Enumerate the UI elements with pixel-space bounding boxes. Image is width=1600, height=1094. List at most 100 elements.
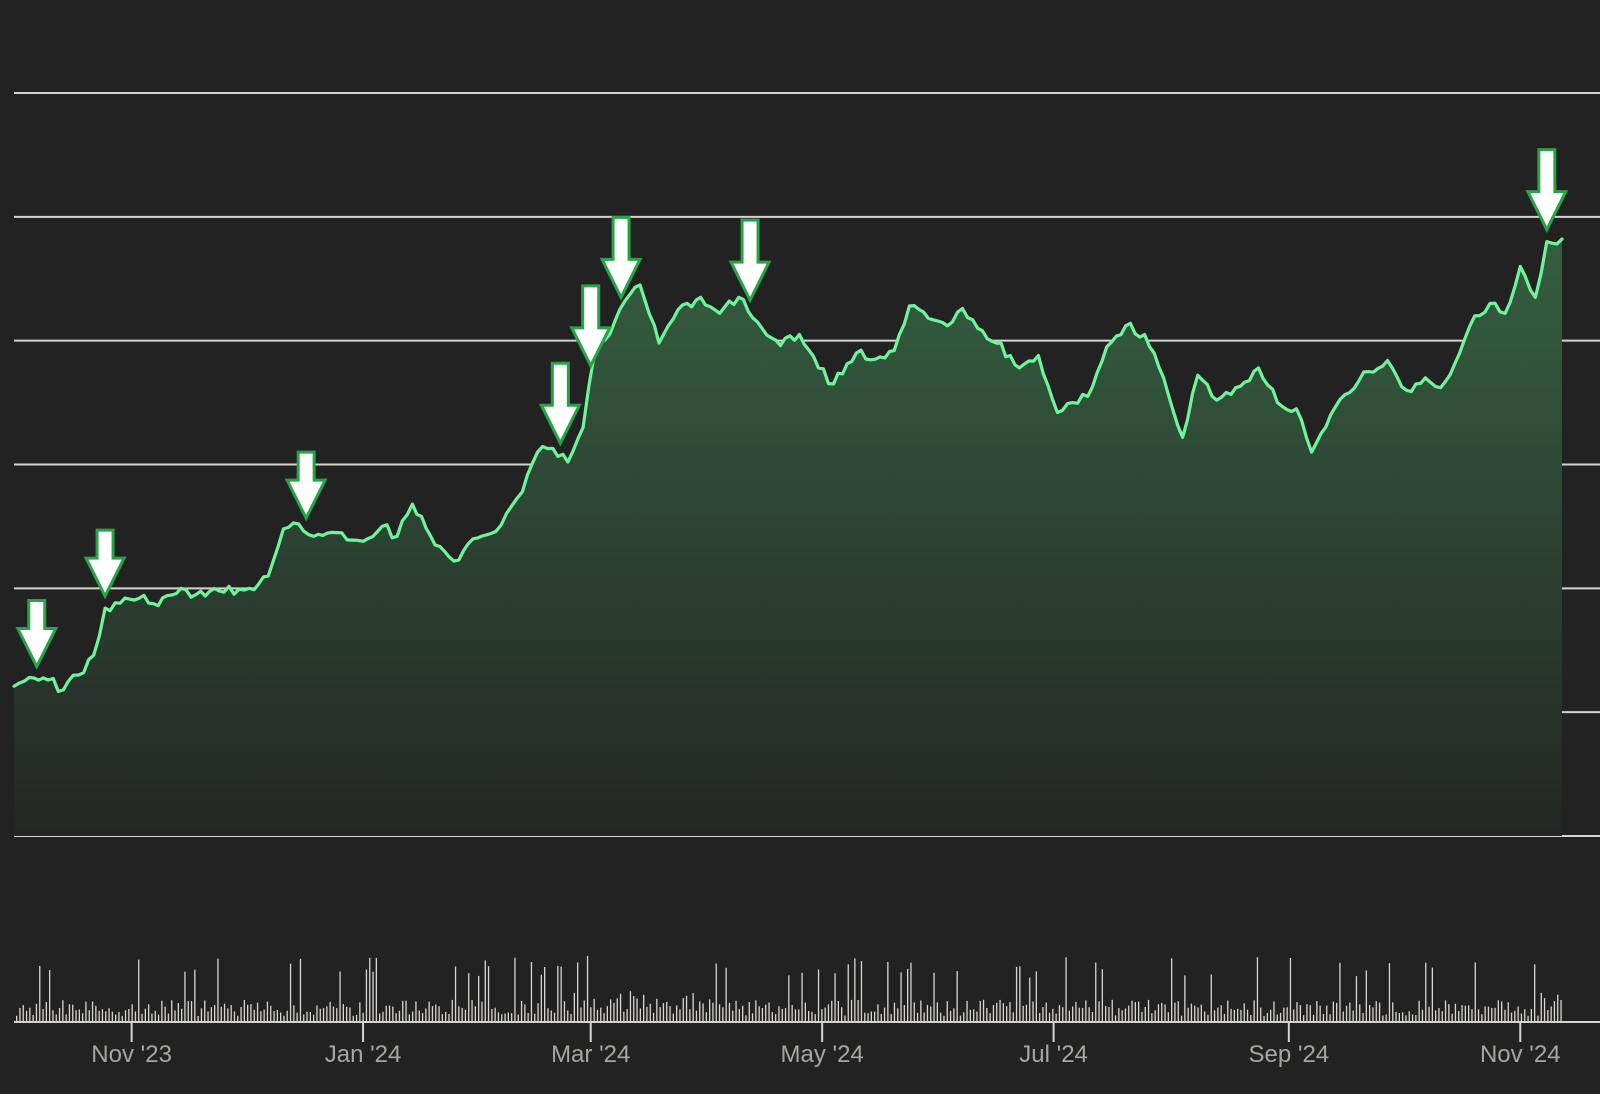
volume-bar xyxy=(1210,974,1212,1022)
volume-bar xyxy=(1237,1008,1239,1022)
volume-bar xyxy=(445,1011,447,1022)
volume-bar xyxy=(860,961,863,1022)
volume-bar xyxy=(692,993,694,1022)
volume-bar xyxy=(62,1000,64,1022)
volume-bar xyxy=(999,999,1001,1022)
volume-bar xyxy=(435,1004,437,1022)
volume-bar xyxy=(1339,962,1341,1022)
volume-bar xyxy=(1138,1001,1140,1022)
volume-bar xyxy=(319,1008,321,1022)
volume-bar xyxy=(629,991,632,1022)
volume-bar xyxy=(95,1005,97,1022)
volume-bar xyxy=(266,1001,269,1022)
volume-bar xyxy=(464,1009,467,1022)
volume-bar xyxy=(791,1005,793,1022)
volume-bar xyxy=(1484,1006,1486,1022)
volume-bar xyxy=(1058,1005,1061,1022)
volume-bar xyxy=(256,1002,259,1022)
volume-bar xyxy=(986,1008,988,1022)
volume-bar xyxy=(817,969,820,1022)
volume-bar xyxy=(1177,1001,1179,1022)
volume-bar xyxy=(524,1004,526,1022)
volume-bar xyxy=(1527,1015,1529,1022)
volume-bar xyxy=(1441,1011,1443,1022)
volume-bar xyxy=(197,1016,199,1022)
volume-bar xyxy=(920,1000,922,1022)
volume-bar xyxy=(1319,1005,1321,1022)
volume-bar xyxy=(223,1003,226,1022)
volume-bar xyxy=(880,1013,882,1022)
volume-bar xyxy=(583,1000,585,1022)
volume-bar xyxy=(1052,1008,1054,1022)
volume-bar xyxy=(1524,1009,1526,1022)
volume-bar xyxy=(1355,976,1358,1022)
volume-bar xyxy=(864,1012,866,1022)
volume-bar xyxy=(900,972,902,1022)
volume-bar xyxy=(276,1010,278,1022)
volume-bar xyxy=(1190,1003,1193,1022)
volume-bar xyxy=(227,1008,229,1022)
volume-bar xyxy=(329,1001,331,1022)
volume-bar xyxy=(1326,1005,1328,1022)
volume-bar xyxy=(1068,1010,1070,1022)
volume-bar xyxy=(1428,1006,1430,1022)
volume-bar xyxy=(263,1009,265,1022)
volume-bar xyxy=(194,969,196,1022)
volume-bar xyxy=(451,999,453,1022)
volume-bar xyxy=(887,962,889,1022)
volume-bar xyxy=(619,993,622,1022)
volume-bar xyxy=(144,1008,146,1022)
volume-bar xyxy=(214,1005,216,1022)
volume-bar xyxy=(22,1005,24,1022)
volume-bar xyxy=(1425,962,1427,1022)
volume-bar xyxy=(1375,1001,1377,1022)
volume-bar xyxy=(1048,1012,1051,1022)
volume-bar xyxy=(557,965,559,1022)
volume-bar xyxy=(207,1011,209,1022)
volume-bar xyxy=(897,1008,899,1022)
volume-bar xyxy=(1329,1014,1331,1022)
volume-bar xyxy=(1171,958,1173,1022)
volume-bar xyxy=(1197,1007,1199,1022)
volume-bar xyxy=(431,1006,434,1022)
volume-bar xyxy=(240,1007,242,1022)
volume-bar xyxy=(943,1015,945,1022)
volume-bar xyxy=(1510,1012,1513,1022)
volume-bar xyxy=(1279,1012,1282,1022)
volume-bar xyxy=(814,1014,816,1022)
volume-bar xyxy=(530,962,533,1022)
volume-bar xyxy=(761,1008,764,1022)
volume-bar xyxy=(52,1010,54,1022)
volume-bar xyxy=(666,1001,668,1022)
volume-bar xyxy=(794,1009,797,1022)
volume-bar xyxy=(669,1006,671,1022)
volume-bar xyxy=(534,1013,536,1022)
volume-bar xyxy=(280,1012,282,1022)
volume-bar xyxy=(1105,1006,1107,1022)
volume-bar xyxy=(478,975,480,1022)
volume-bar xyxy=(1260,1007,1262,1022)
volume-bar xyxy=(517,1014,519,1022)
volume-bar xyxy=(365,969,368,1022)
volume-bar xyxy=(874,1011,876,1022)
volume-bar xyxy=(936,1002,938,1022)
volume-bar xyxy=(1477,1009,1480,1022)
volume-bar xyxy=(32,1015,34,1022)
volume-bar xyxy=(138,959,140,1022)
volume-bar xyxy=(154,1010,156,1022)
volume-bar xyxy=(1164,1004,1166,1022)
volume-bar xyxy=(243,1000,245,1022)
volume-bar xyxy=(699,1001,701,1022)
volume-bar xyxy=(738,1009,740,1022)
volume-bar xyxy=(1012,1012,1014,1022)
volume-bar xyxy=(326,1006,328,1022)
volume-bar xyxy=(1349,1002,1351,1022)
volume-bar xyxy=(755,1000,757,1022)
volume-bar xyxy=(540,974,542,1022)
volume-bar xyxy=(1273,1001,1275,1022)
volume-bar xyxy=(1263,1015,1265,1022)
volume-bar xyxy=(831,1000,833,1022)
volume-bar xyxy=(718,1004,721,1022)
volume-bar xyxy=(652,1012,655,1022)
volume-bar xyxy=(996,1002,998,1022)
